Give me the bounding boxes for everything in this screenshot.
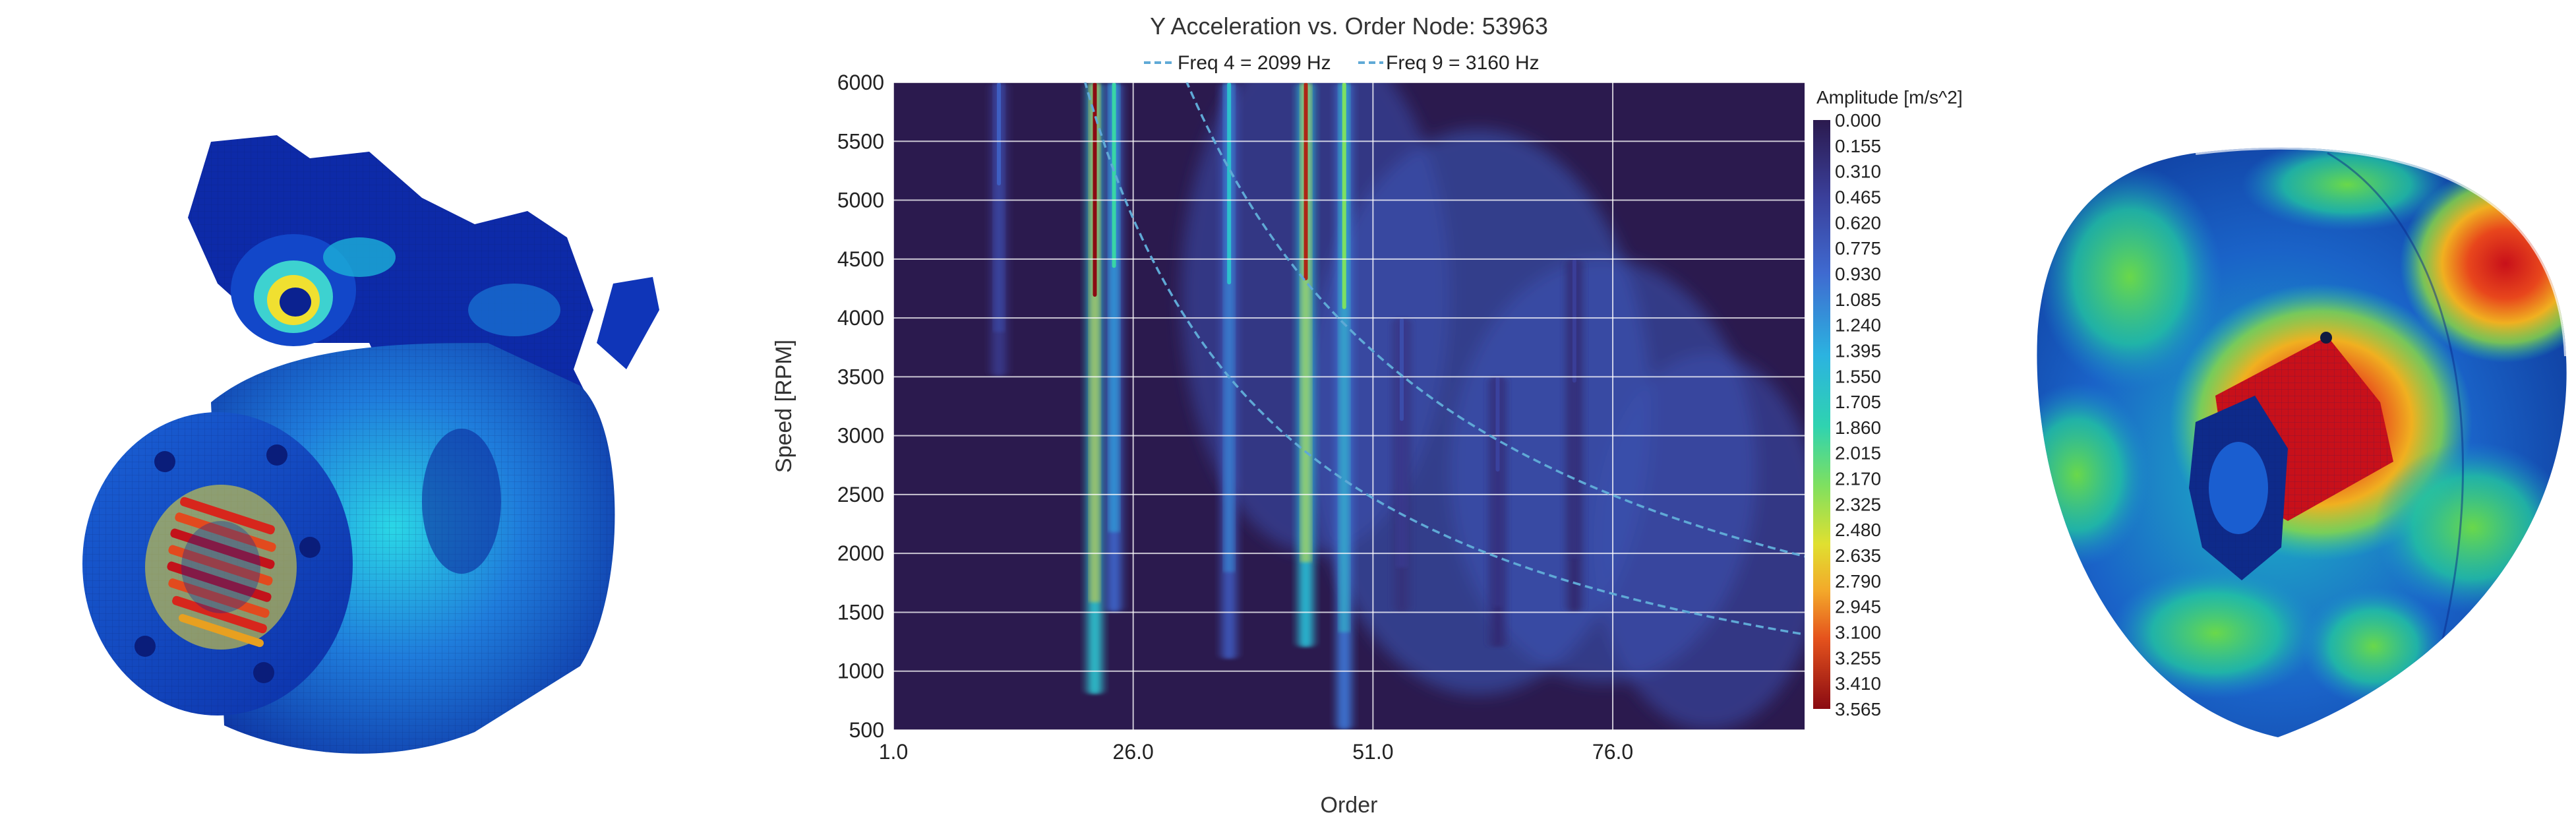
chart-title: Y Acceleration vs. Order Node: 53963: [1150, 13, 1548, 40]
order-line-22: [1087, 82, 1102, 695]
order-line-64: [1490, 377, 1505, 648]
freq-line-0: [1084, 82, 1805, 636]
colorbar-tick-label: 2.170: [1835, 469, 1881, 489]
colorbar-label: Amplitude [m/s^2]: [1816, 87, 1963, 107]
colorbar-tick-label: 3.410: [1835, 673, 1881, 694]
order-peak: [1227, 82, 1232, 285]
y-tick-label: 5000: [837, 189, 884, 212]
colorbar-tick-label: 1.550: [1835, 366, 1881, 386]
acoustic-sphere-image: [2037, 147, 2567, 738]
order-line-48: [1336, 82, 1352, 730]
colorbar-tick-label: 0.930: [1835, 264, 1881, 284]
order-peak: [1495, 377, 1500, 472]
colorbar-tick-label: 0.155: [1835, 136, 1881, 156]
colorbar-tick-label: 1.860: [1835, 417, 1881, 438]
order-line-44: [1298, 82, 1313, 648]
colorbar-tick-label: 1.085: [1835, 290, 1881, 310]
motor-model: [2189, 332, 2393, 580]
y-tick-label: 4000: [837, 306, 884, 330]
y-tick-label: 1000: [837, 659, 884, 683]
order-peak: [1342, 82, 1346, 309]
colorbar-tick-label: 2.015: [1835, 443, 1881, 464]
order-lines: [992, 82, 1582, 730]
y-axis: 500 1000 1500 2000 2500 3000 3500 4000 4500 5000 5…: [837, 71, 884, 742]
y-axis-label: Speed [RPM]: [771, 340, 796, 473]
x-tick-label: 76.0: [1592, 740, 1633, 764]
colorbar-tick-label: 2.480: [1835, 520, 1881, 540]
order-line-36: [1222, 82, 1237, 659]
order-peak: [1400, 318, 1404, 421]
x-axis: 1.0 26.0 51.0 76.0: [879, 740, 1633, 764]
legend: Freq 4 = 2099 Hz Freq 9 = 3160 Hz: [1144, 52, 1540, 74]
y-tick-label: 4500: [837, 247, 884, 271]
order-peak: [1303, 82, 1308, 280]
haze-region-2: [1594, 353, 1805, 730]
y-tick-label: 500: [849, 718, 884, 742]
legend-label-freq-9: Freq 9 = 3160 Hz: [1386, 52, 1540, 74]
colorbar-ticks: 0.000 0.155 0.310 0.465 0.620 0.775 0.930 1.085…: [1835, 110, 1881, 719]
colorbar-tick-label: 1.240: [1835, 315, 1881, 336]
x-axis-label: Order: [1321, 793, 1378, 818]
y-tick-label: 1500: [837, 600, 884, 624]
order-line-24: [1106, 82, 1122, 613]
colorbar: [1813, 120, 1830, 709]
grid-lines: [893, 82, 1805, 730]
y-tick-label: 6000: [837, 71, 884, 94]
legend-label-freq-4: Freq 4 = 2099 Hz: [1178, 52, 1331, 74]
order-peak: [997, 82, 1002, 186]
x-tick-label: 51.0: [1352, 740, 1393, 764]
order-peak: [1112, 82, 1116, 268]
y-tick-label: 3000: [837, 424, 884, 448]
colorbar-tick-label: 2.790: [1835, 571, 1881, 592]
y-tick-label: 3500: [837, 365, 884, 388]
colorbar-tick-label: 3.565: [1835, 699, 1881, 719]
frequency-lines: [1084, 82, 1805, 636]
order-speed-heatmap: Y Acceleration vs. Order Node: 53963 Fre…: [771, 13, 1963, 818]
order-peak: [1093, 82, 1097, 297]
colorbar-tick-label: 2.635: [1835, 545, 1881, 566]
x-tick-label: 1.0: [879, 740, 908, 764]
motor-fem-image: [82, 135, 659, 754]
colorbar-tick-label: 1.395: [1835, 340, 1881, 361]
colorbar-tick-label: 0.310: [1835, 162, 1881, 182]
colorbar-tick-label: 2.945: [1835, 597, 1881, 617]
colorbar-tick-label: 0.620: [1835, 212, 1881, 233]
y-tick-label: 2500: [837, 483, 884, 506]
y-tick-label: 5500: [837, 129, 884, 153]
x-tick-label: 26.0: [1113, 740, 1154, 764]
colorbar-tick-label: 0.775: [1835, 238, 1881, 259]
colorbar-tick-label: 3.255: [1835, 648, 1881, 668]
colorbar-tick-label: 2.325: [1835, 494, 1881, 514]
order-peak: [1572, 259, 1576, 383]
colorbar-tick-label: 3.100: [1835, 623, 1881, 643]
colorbar-tick-label: 0.465: [1835, 187, 1881, 207]
y-tick-label: 2000: [837, 541, 884, 565]
colorbar-tick-label: 0.000: [1835, 110, 1881, 131]
order-line-54: [1394, 318, 1410, 613]
colorbar-tick-label: 1.705: [1835, 392, 1881, 412]
order-line-12: [992, 82, 1007, 377]
